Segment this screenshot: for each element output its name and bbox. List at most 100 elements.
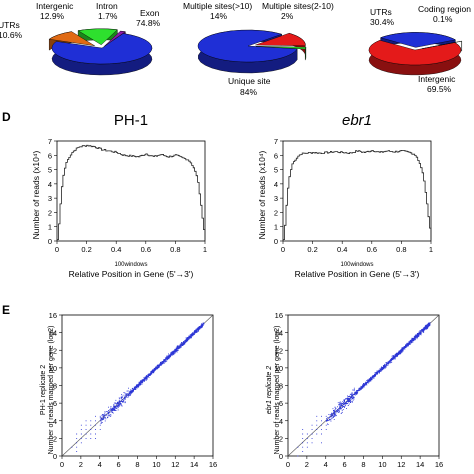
pie-chart-region <box>48 28 153 76</box>
x-tick-label: 0.8 <box>396 245 406 254</box>
plot-frame <box>282 140 432 242</box>
x-tick-label: 10 <box>152 460 160 469</box>
y-tick-label: 8 <box>53 382 57 391</box>
y-tick-label: 4 <box>48 180 52 189</box>
x-tick-label: 0.4 <box>337 245 347 254</box>
y-tick-label: 2 <box>274 208 278 217</box>
y-axis-label-line2: Number of reads mapped per gene (log2) <box>274 326 281 455</box>
pie-slice-intergenic <box>368 40 462 66</box>
y-tick-label: 7 <box>48 137 52 146</box>
y-tick-label: 4 <box>274 180 278 189</box>
coverage-chart-ph1: PH-1 100windows Relative Position in Gen… <box>31 112 207 279</box>
pie-slice-intergenic <box>77 28 118 46</box>
pie-slice-utrs <box>48 31 95 47</box>
pie-value-coding: 0.1% <box>433 14 453 24</box>
x-tick-label: 10 <box>378 460 386 469</box>
y-tick-label: 7 <box>274 137 278 146</box>
y-tick-label: 1 <box>48 223 52 232</box>
y-tick-label: 3 <box>274 194 278 203</box>
pie-value-intergenic: 12.9% <box>40 11 65 21</box>
pie-chart-intergenic <box>368 32 463 76</box>
y-tick-label: 3 <box>48 194 52 203</box>
x-tick-label: 6 <box>343 460 347 469</box>
x-tick-label: 0 <box>60 460 64 469</box>
x-tick-label: 1 <box>203 245 207 254</box>
x-tick-label: 4 <box>324 460 328 469</box>
replicate-scatter-ph1: PH-1 replicate 2 Number of reads mapped … <box>40 311 217 469</box>
y-tick-label: 0 <box>279 452 283 461</box>
x-tick-label: 4 <box>98 460 102 469</box>
x-tick-label: 16 <box>209 460 217 469</box>
y-tick-label: 12 <box>275 346 283 355</box>
pie-slice-coding-region <box>421 40 463 49</box>
y-tick-label: 5 <box>274 166 278 175</box>
x-tick-label: 1 <box>429 245 433 254</box>
x-tick-label: 0.2 <box>81 245 91 254</box>
x-tick-label: 2 <box>79 460 83 469</box>
x-tick-label: 0.4 <box>111 245 121 254</box>
x-tick-label: 0.6 <box>367 245 377 254</box>
x-tick-label: 14 <box>190 460 198 469</box>
y-tick-label: 4 <box>53 417 57 426</box>
pie-label-intergenic-3: Intergenic <box>418 74 456 84</box>
chart-title: ebr1 <box>342 112 372 129</box>
pie-slice-multiple-sites-10- <box>255 32 306 47</box>
y-tick-label: 2 <box>53 434 57 443</box>
x-tick-label: 16 <box>435 460 443 469</box>
pie-mapping-labels: Multiple sites(>10) 14% Multiple sites(2… <box>183 1 334 97</box>
panel-letter-d: D <box>2 110 11 124</box>
scatter-points <box>71 322 205 453</box>
pie-value-utrs-3: 30.4% <box>370 17 395 27</box>
pie-intergenic-labels: UTRs 30.4% Coding region 0.1% Intergenic… <box>370 4 471 94</box>
pie-label-utrs-3: UTRs <box>370 7 392 17</box>
x-tick-label: 0.2 <box>307 245 317 254</box>
pie-chart-mapping <box>197 29 307 74</box>
y-tick-label: 2 <box>48 208 52 217</box>
x-axis-sublabel: 100windows <box>114 262 147 268</box>
x-tick-label: 8 <box>135 460 139 469</box>
x-tick-label: 0 <box>281 245 285 254</box>
chart-title: PH-1 <box>114 112 148 129</box>
pie-label-unique: Unique site <box>228 76 271 86</box>
pie-value-utrs: 10.6% <box>0 30 23 40</box>
replicate-scatter-ebr1: ebr1 replicate 2 Number of reads mapped … <box>266 311 443 469</box>
y-axis-label: Number of reads (x10⁴) <box>257 150 267 239</box>
x-tick-label: 0 <box>55 245 59 254</box>
y-tick-label: 6 <box>279 399 283 408</box>
pie-label-intron: Intron <box>96 1 118 11</box>
coverage-series-line <box>57 144 206 240</box>
x-tick-label: 14 <box>416 460 424 469</box>
x-axis-sublabel: 100windows <box>340 262 373 268</box>
y-tick-label: 5 <box>48 166 52 175</box>
pie-value-intergenic-3: 69.5% <box>427 84 452 94</box>
y-tick-label: 6 <box>53 399 57 408</box>
pie-value-unique: 84% <box>240 87 257 97</box>
pie-slice-exon <box>51 33 153 65</box>
pie-slice-utrs <box>379 32 456 48</box>
pie-label-coding: Coding region <box>418 4 471 14</box>
pie-value-multi-2-10: 2% <box>281 11 294 21</box>
y-tick-label: 6 <box>274 151 278 160</box>
y-axis-label-line1: ebr1 replicate 2 <box>266 366 273 414</box>
pie-value-multi-gt10: 14% <box>210 11 227 21</box>
coverage-chart-ebr1: ebr1 100windows Relative Position in Gen… <box>257 112 433 279</box>
y-tick-label: 16 <box>275 311 283 320</box>
y-tick-label: 14 <box>275 329 283 338</box>
panel-letter-e: E <box>2 303 10 317</box>
y-tick-label: 14 <box>49 329 57 338</box>
y-axis-label-line1: PH-1 replicate 2 <box>40 365 47 415</box>
pie-label-multi-gt10: Multiple sites(>10) <box>183 1 252 11</box>
pie-label-intergenic: Intergenic <box>36 1 74 11</box>
y-tick-label: 10 <box>275 364 283 373</box>
pie-value-exon: 74.8% <box>136 18 161 28</box>
coverage-series-line <box>283 150 432 240</box>
y-tick-label: 6 <box>48 151 52 160</box>
y-tick-label: 0 <box>48 237 52 246</box>
y-tick-label: 4 <box>279 417 283 426</box>
x-tick-label: 6 <box>117 460 121 469</box>
y-tick-label: 8 <box>279 382 283 391</box>
pie-label-exon: Exon <box>140 8 160 18</box>
pie-region-labels: UTRs 10.6% Intergenic 12.9% Intron 1.7% … <box>0 1 161 40</box>
x-tick-label: 0 <box>286 460 290 469</box>
